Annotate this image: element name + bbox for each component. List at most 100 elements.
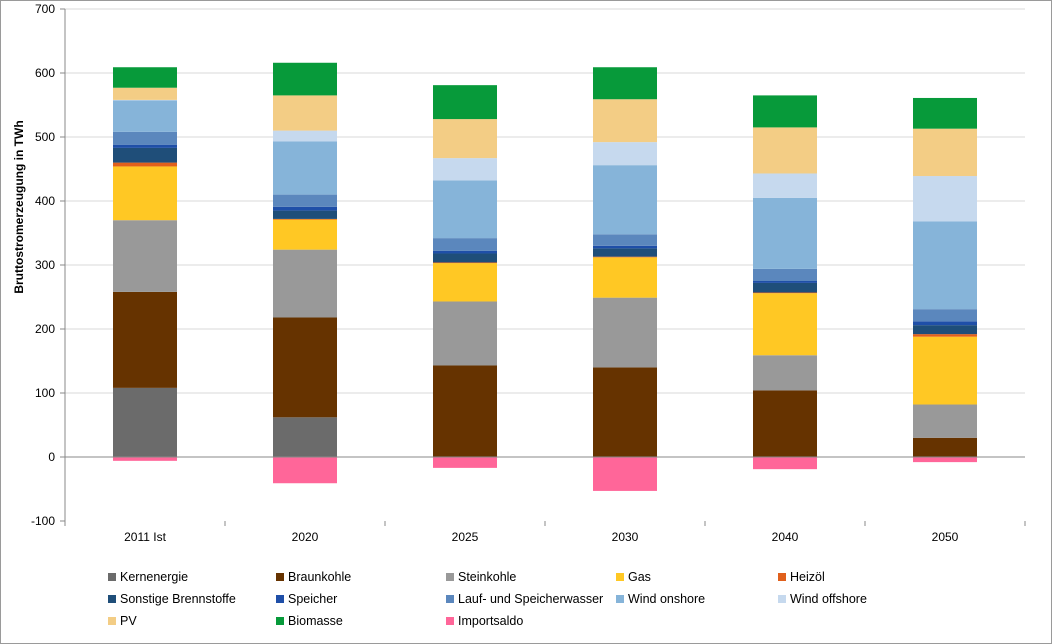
legend-swatch [616,573,624,581]
bar-segment [593,248,657,257]
bar-segment [273,141,337,195]
bar-segment [433,365,497,457]
bar-segment [433,253,497,263]
bar-segment [273,206,337,211]
bar-segment [113,147,177,163]
bar-segment [593,256,657,258]
bar-segment [113,67,177,88]
x-axis-ticks: 2011 Ist 2020 2025 2030 2040 2050 [64,521,1026,544]
x-tick-label: 2030 [612,530,639,544]
bar-segment [913,309,977,322]
bar-segment [913,336,977,405]
legend-label: Wind offshore [790,592,867,606]
bar-segment [753,293,817,356]
bar-segment [753,457,817,470]
y-tick-label: 700 [35,2,55,16]
bar-segment [113,87,177,100]
legend-item: Lauf- und Speicherwasser [446,592,603,606]
bar-segment [913,404,977,438]
legend-swatch [108,573,116,581]
y-tick-label: 0 [48,450,55,464]
bar-segment [273,317,337,418]
bar-segment [593,165,657,235]
legend-swatch [446,595,454,603]
bar-segment [433,180,497,239]
bars [113,62,977,491]
y-tick-label: 300 [35,258,55,272]
legend-label: Kernenergie [120,570,189,584]
bar-segment [593,245,657,249]
bar-segment [273,95,337,131]
bar-segment [593,297,657,368]
bar-segment [273,194,337,207]
bar-segment [433,250,497,254]
legend-item: Braunkohle [276,570,351,584]
bar-segment [113,457,177,461]
bar-segment [753,282,817,293]
y-tick-label: -100 [31,514,55,528]
bar-segment [273,130,337,142]
bar-segment [433,301,497,366]
bar-segment [433,263,497,302]
bar-segment [753,355,817,391]
bar-segment [753,268,817,281]
legend-item: PV [108,614,137,628]
bar-segment [113,99,177,101]
bar-segment [433,119,497,159]
x-tick-label: 2011 Ist [124,530,166,544]
bar-segment [913,437,977,457]
legend-label: Braunkohle [288,570,352,584]
bar-segment [593,67,657,100]
bar-segment [113,220,177,292]
y-axis-ticks: -100 0 100 200 300 400 500 600 700 [31,2,65,528]
x-tick-label: 2040 [772,530,799,544]
legend-swatch [108,617,116,625]
bar-segment [913,97,977,129]
legend-swatch [778,595,786,603]
legend-label: Gas [628,570,651,584]
legend-item: Wind onshore [616,592,705,606]
legend-item: Biomasse [276,614,343,628]
bar-segment [593,234,657,246]
bar-segment [113,291,177,388]
bar-segment [593,367,657,457]
bar-segment [593,142,657,166]
legend-item: Gas [616,570,651,584]
legend-swatch [616,595,624,603]
y-tick-label: 400 [35,194,55,208]
bar-segment [753,173,817,198]
bar-segment [913,334,977,337]
y-tick-label: 500 [35,130,55,144]
legend-swatch [446,617,454,625]
bar-segment [433,457,497,468]
bar-segment [113,144,177,148]
legend-label: Heizöl [790,570,825,584]
bar-segment [433,158,497,181]
legend-label: Speicher [288,592,338,606]
bar-segment [433,262,497,264]
legend-item: Speicher [276,592,337,606]
bar-segment [913,221,977,310]
bar-segment [273,417,337,457]
bar-segment [273,218,337,220]
y-axis-label: Bruttostromerzeugung in TWh [12,120,26,293]
legend-swatch [276,617,284,625]
x-tick-label: 2025 [452,530,479,544]
legend-label: Sonstige Brennstoffe [120,592,236,606]
legend-swatch [778,573,786,581]
bar-segment [913,176,977,222]
bar-segment [753,197,817,269]
y-tick-label: 200 [35,322,55,336]
legend-label: Lauf- und Speicherwasser [458,592,604,606]
bar-segment [913,325,977,335]
gridlines [65,8,1025,458]
bar-segment [273,210,337,219]
bar-segment [753,95,817,128]
bar-segment [113,131,177,145]
y-tick-label: 100 [35,386,55,400]
legend-label: Importsaldo [458,614,524,628]
legend-item: Wind offshore [778,592,867,606]
bar-segment [273,457,337,484]
legend-item: Kernenergie [108,570,188,584]
x-tick-label: 2050 [932,530,959,544]
